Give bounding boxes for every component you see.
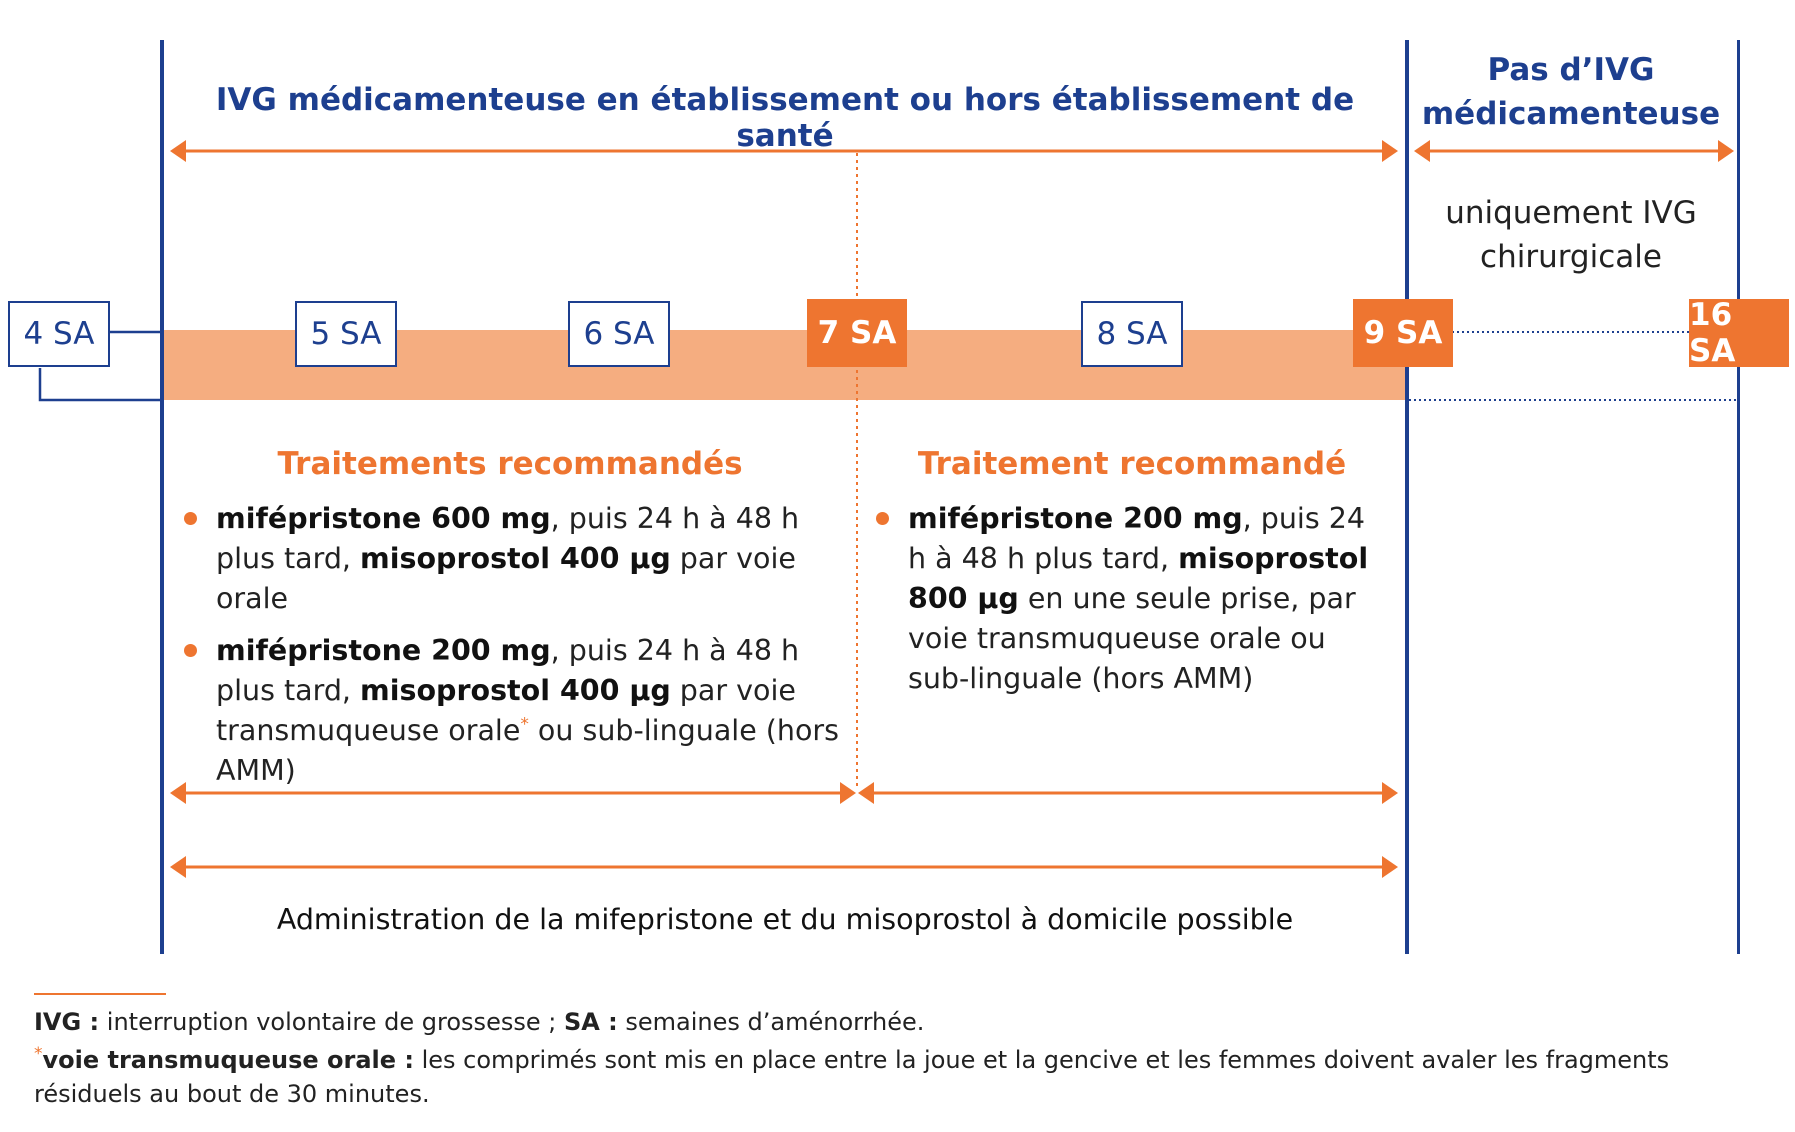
surgical-only-line1: uniquement IVG [1445,195,1697,231]
connector-4sa [38,330,162,402]
boundary-line-16sa [1737,40,1740,954]
week-box-16sa: 16 SA [1689,297,1789,369]
week-box-4sa: 4 SA [8,301,110,367]
right-treatment-item-1: mifépristone 200 mg, puis 24 h à 48 h pl… [876,499,1391,699]
week-box-5sa: 5 SA [295,301,397,367]
boundary-line-start [160,40,164,954]
arrow-no-medical-period [1414,140,1734,162]
medical-period-title: IVG médicamenteuse en établissement ou h… [215,82,1355,154]
home-admin-label: Administration de la mifepristone et du … [276,903,1294,936]
surgical-only-line2: chirurgicale [1480,239,1662,275]
footnote-star: * [34,1044,43,1064]
left-treatment-item-2: mifépristone 200 mg, puis 24 h à 48 h pl… [184,631,844,791]
week-box-7sa: 7 SA [807,299,907,367]
arrow-home-admin [170,856,1398,878]
week-box-6sa: 6 SA [568,301,670,367]
arrow-right-treatment [858,782,1398,804]
left-treatment-list: mifépristone 600 mg, puis 24 h à 48 h pl… [184,499,844,803]
footnote-line-1: IVG : interruption volontaire de grosses… [34,1008,925,1036]
bullet-icon [184,512,197,525]
bullet-icon [184,644,197,657]
week-box-9sa: 9 SA [1353,299,1453,367]
no-medical-title-line1: Pas d’IVG [1487,52,1655,88]
right-panel-title: Traitement recommandé [917,446,1347,482]
boundary-line-9sa [1405,40,1409,954]
week-box-8sa: 8 SA [1081,301,1183,367]
right-treatment-list: mifépristone 200 mg, puis 24 h à 48 h pl… [876,499,1391,711]
left-panel-title: Traitements recommandés [277,446,743,482]
arrow-medical-period [170,140,1398,162]
bullet-icon [876,512,889,525]
no-medical-title: Pas d’IVG médicamenteuse [1412,48,1730,136]
no-medical-title-line2: médicamenteuse [1421,96,1721,132]
footnote-star: * [520,714,529,735]
left-treatment-item-1: mifépristone 600 mg, puis 24 h à 48 h pl… [184,499,844,619]
footnote-line-2: *voie transmuqueuse orale : les comprimé… [34,1044,1670,1109]
arrow-left-treatment [170,782,856,804]
surgical-only-label: uniquement IVG chirurgicale [1412,191,1730,279]
